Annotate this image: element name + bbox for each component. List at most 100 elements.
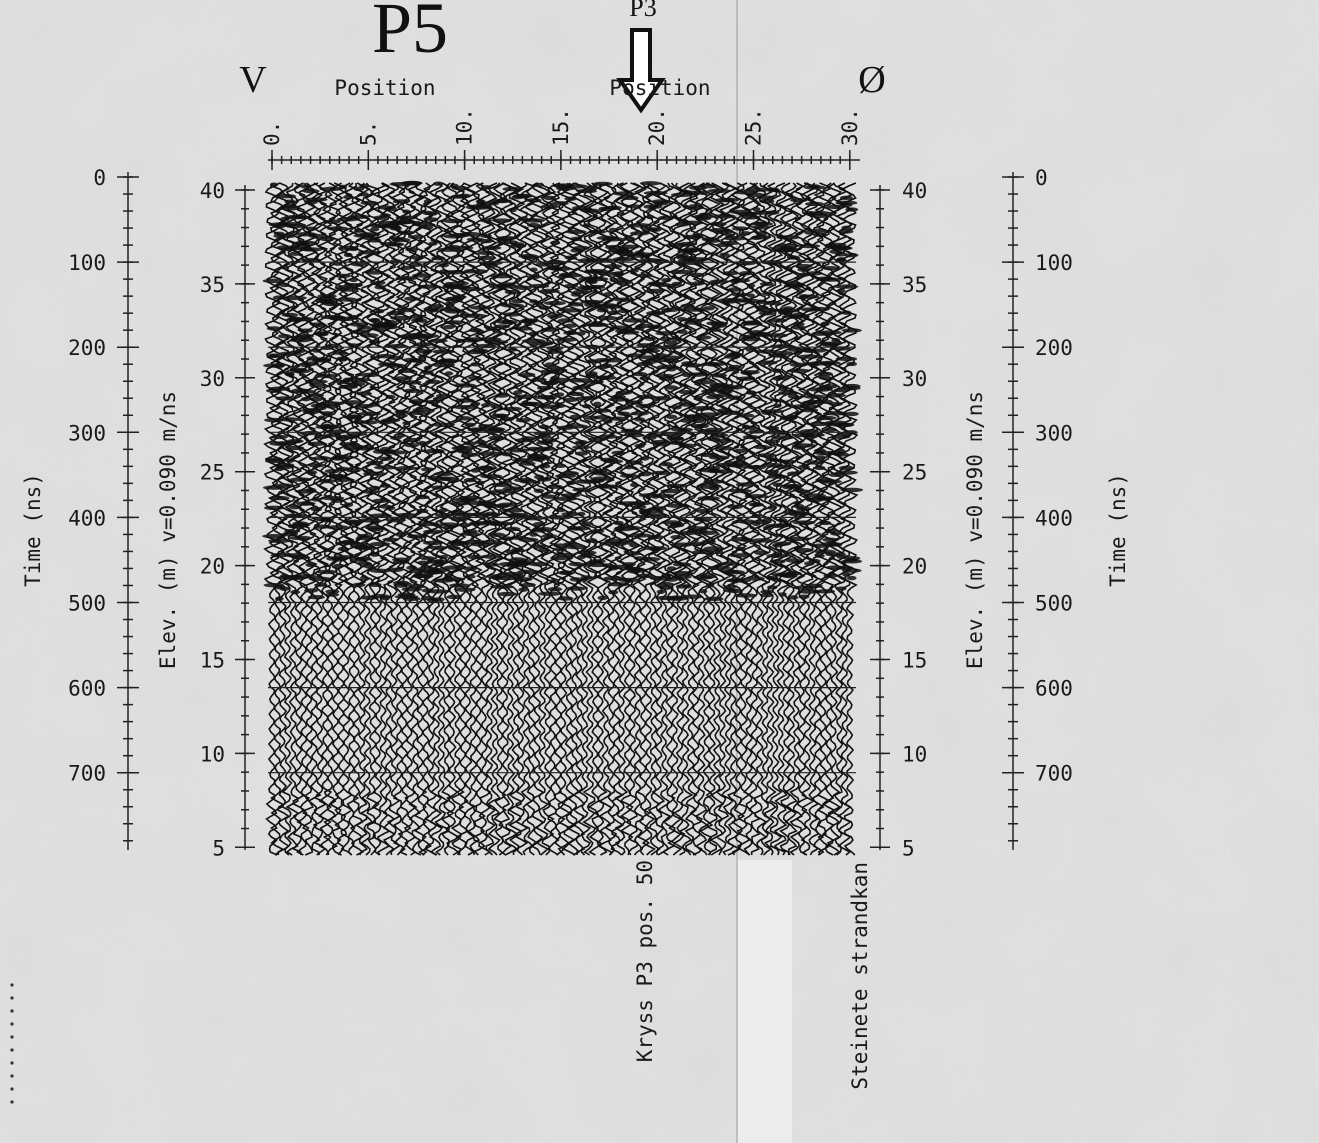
time-tick-label: 100	[68, 251, 106, 275]
trace	[824, 182, 844, 856]
elevation-tick-label: 30	[200, 367, 225, 391]
time-tick-label: 0	[93, 166, 106, 190]
reflection	[835, 470, 858, 475]
reflection	[661, 277, 672, 283]
trace	[284, 182, 303, 856]
reflection	[463, 441, 477, 446]
reflection	[823, 384, 838, 389]
reflection	[346, 519, 361, 524]
reflection	[585, 322, 609, 327]
reflection	[602, 292, 613, 297]
reflection	[644, 336, 656, 342]
reflection	[446, 594, 462, 600]
trace	[506, 182, 526, 856]
reflection	[700, 184, 717, 189]
reflection	[758, 311, 776, 316]
time-tick-label: 600	[1035, 677, 1073, 701]
trace	[479, 182, 498, 856]
reflection	[764, 439, 780, 444]
reflection	[802, 348, 827, 353]
reflection	[804, 230, 815, 235]
elevation-tick-label: 15	[200, 649, 225, 673]
time-tick-label: 300	[68, 421, 106, 445]
reflection	[304, 588, 319, 593]
trace	[760, 182, 780, 856]
dot	[10, 1022, 14, 1026]
reflection	[277, 333, 292, 339]
position-tick-label: 0.	[260, 121, 284, 146]
trace	[703, 182, 722, 856]
reflection	[587, 358, 597, 364]
reflection	[752, 206, 761, 212]
trace	[294, 182, 314, 856]
trace	[739, 183, 758, 856]
reflection	[356, 325, 372, 330]
reflection	[444, 371, 454, 376]
reflection	[501, 508, 524, 513]
time-tick-label: 700	[1035, 762, 1073, 786]
trace	[606, 182, 625, 856]
elevation-tick-label: 5	[212, 836, 225, 860]
reflection	[815, 589, 836, 594]
dot	[10, 1087, 14, 1091]
reflection	[608, 564, 629, 570]
reflection	[671, 281, 683, 287]
reflection	[597, 315, 619, 321]
reflection	[370, 318, 380, 323]
reflection	[605, 358, 621, 363]
trace	[437, 182, 457, 856]
reflection	[665, 340, 678, 346]
reflection	[368, 485, 381, 491]
time-tick-label: 500	[1035, 592, 1073, 616]
reflection	[699, 370, 708, 376]
reflection	[415, 494, 430, 500]
elevation-tick-label: 20	[902, 555, 927, 579]
position-tick-label: 15.	[549, 108, 573, 146]
annotation: Steinete strandkan	[848, 862, 872, 1090]
position-tick-label: 30.	[838, 108, 862, 146]
position-tick-label: 5.	[356, 121, 380, 146]
dot	[10, 1048, 14, 1052]
reflection	[822, 266, 839, 271]
reflection	[564, 323, 578, 328]
reflection	[656, 589, 666, 594]
reflection	[702, 306, 715, 311]
time-tick-label: 100	[1035, 251, 1073, 275]
trace	[698, 182, 717, 856]
time-tick-label: 400	[1035, 506, 1073, 530]
reflection	[449, 501, 470, 506]
trace	[426, 182, 446, 856]
reflection	[300, 396, 311, 402]
reflection	[389, 226, 403, 231]
reflection	[664, 385, 679, 390]
reflection	[309, 383, 324, 388]
trace	[501, 182, 520, 856]
reflection	[385, 394, 396, 400]
reflection	[470, 468, 481, 473]
trace	[718, 182, 737, 856]
trace	[713, 182, 733, 856]
reflection	[284, 199, 296, 204]
reflection	[350, 262, 367, 267]
reflection	[547, 587, 563, 592]
reflection	[660, 488, 683, 494]
trace	[782, 182, 802, 856]
reflection	[759, 281, 774, 287]
elevation-tick-label: 10	[902, 742, 927, 766]
trace	[813, 182, 832, 856]
reflection	[573, 289, 590, 295]
trace	[495, 182, 514, 856]
reflection	[786, 255, 801, 260]
dot	[10, 1100, 14, 1104]
trace	[389, 182, 409, 856]
reflection	[457, 416, 473, 421]
trace	[671, 182, 690, 856]
trace	[374, 182, 393, 856]
reflection	[385, 505, 396, 511]
reflection	[720, 240, 739, 246]
trace	[623, 182, 642, 856]
reflection	[607, 310, 620, 316]
reflection	[691, 272, 705, 278]
reflection	[676, 329, 688, 334]
reflection	[566, 586, 587, 591]
